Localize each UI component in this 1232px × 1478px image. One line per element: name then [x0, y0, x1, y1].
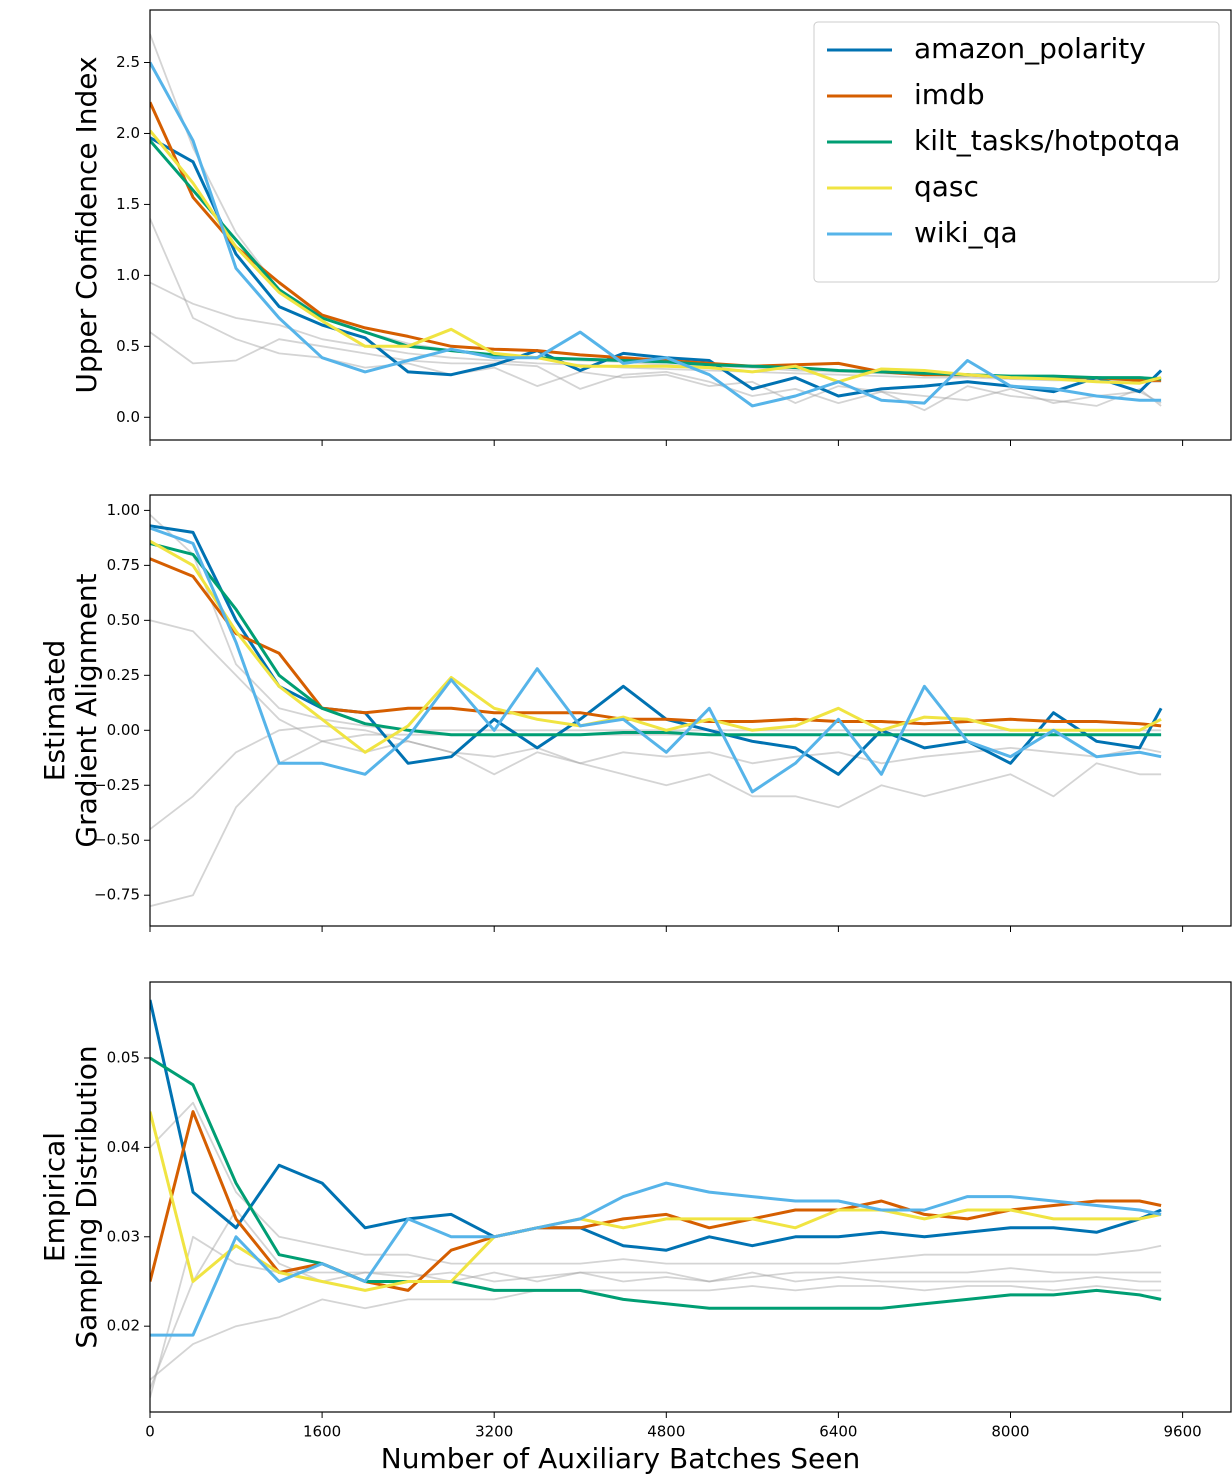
series-line: [150, 541, 1162, 737]
series-line: [150, 524, 1163, 776]
y-tick-label: 0.03: [107, 1227, 140, 1245]
x-axis-label: Number of Auxiliary Batches Seen: [381, 1442, 860, 1475]
y-axis-label: Empirical: [38, 1132, 71, 1262]
y-tick-label: 0.5: [116, 337, 140, 355]
legend-label: imdb: [914, 78, 985, 111]
x-tick-label: 8000: [991, 1423, 1029, 1441]
y-tick-label: 1.00: [107, 501, 140, 519]
y-tick-label: 0.02: [107, 1317, 140, 1335]
background-line: [150, 733, 1162, 908]
background-line: [150, 1285, 1162, 1381]
x-tick-label: 3200: [475, 1423, 513, 1441]
y-axis-label: Sampling Distribution: [70, 1045, 103, 1348]
legend-label: kilt_tasks/hotpotqa: [914, 124, 1180, 157]
y-tick-label: 1.0: [116, 266, 140, 284]
series-line: [150, 1181, 1162, 1337]
y-tick-label: 0.50: [107, 611, 140, 629]
background-line: [150, 1101, 1162, 1265]
background-line: [150, 1235, 1162, 1398]
series-line: [150, 1111, 1162, 1292]
y-axis-label: Gradient Alignment: [70, 573, 103, 847]
y-axis-label: Estimated: [38, 640, 71, 781]
y-tick-label: 2.0: [116, 124, 140, 142]
series-line: [150, 539, 1162, 754]
background-line: [150, 725, 1162, 830]
y-tick-label: −0.25: [94, 776, 140, 794]
series-line: [150, 999, 1162, 1252]
x-tick-label: 0: [145, 1423, 155, 1441]
y-axis-label: Upper Confidence Index: [70, 56, 103, 393]
x-tick-label: 9600: [1164, 1423, 1202, 1441]
y-tick-label: 0.25: [107, 666, 140, 684]
y-tick-label: 0.75: [107, 556, 140, 574]
legend-box: [813, 21, 1220, 283]
y-tick-label: −0.50: [94, 831, 140, 849]
y-tick-label: −0.75: [94, 886, 140, 904]
y-tick-label: 1.5: [116, 195, 140, 213]
series-line: [150, 526, 1162, 794]
background-line: [150, 619, 1162, 765]
series-line: [150, 557, 1162, 728]
y-tick-label: 2.5: [116, 53, 140, 71]
legend-label: wiki_qa: [914, 216, 1018, 249]
background-line: [150, 331, 1162, 404]
x-tick-label: 6400: [819, 1423, 857, 1441]
axes-frame: [149, 981, 1232, 1413]
x-tick-label: 4800: [647, 1423, 685, 1441]
legend-label: amazon_polarity: [914, 32, 1146, 65]
y-tick-label: 0.04: [107, 1138, 140, 1156]
legend-label: qasc: [914, 170, 979, 203]
y-tick-label: 0.05: [107, 1048, 140, 1066]
axes-frame: [149, 494, 1232, 927]
series-line: [150, 1110, 1162, 1292]
axes-frame: [149, 9, 1232, 441]
y-tick-label: 0.00: [107, 721, 140, 739]
y-tick-label: 0.0: [116, 408, 140, 426]
x-tick-label: 1600: [303, 1423, 341, 1441]
background-line: [150, 1209, 1162, 1390]
series-line: [150, 61, 1162, 408]
series-line: [150, 129, 1162, 385]
